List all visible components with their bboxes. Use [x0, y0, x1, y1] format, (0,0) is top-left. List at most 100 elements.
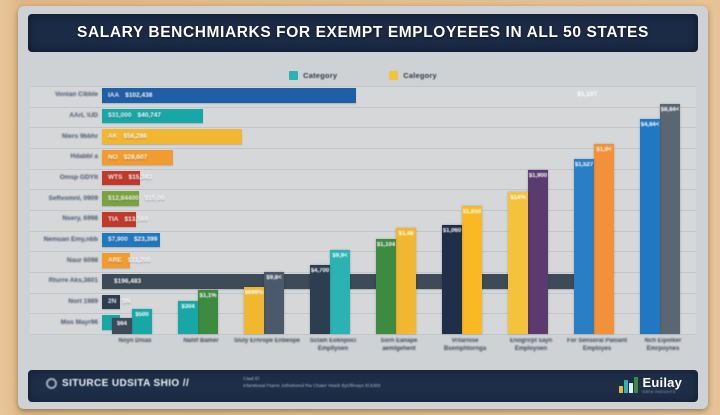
chart-footer: SITURCE UDSITA SHIO // Ctaal El Infarsti… — [28, 370, 698, 402]
grid-line — [30, 189, 696, 191]
bar-value-label: $8,84< — [660, 107, 680, 114]
bar-value-label: $56,286 — [123, 133, 147, 141]
bar-value-label: $28,607 — [123, 153, 148, 161]
bar-leading-label: AK — [108, 133, 118, 141]
bar-leading-label: ARE — [108, 257, 122, 265]
vertical-bar-secondary[interactable]: $1,1% — [198, 290, 218, 334]
bar-value-label: $9,8< — [266, 275, 282, 282]
grid-line — [30, 272, 696, 273]
legend-item-0[interactable]: Category — [289, 70, 337, 80]
bar-value-label: $13,569 — [124, 215, 148, 223]
bar-value-label: $1,900 — [528, 172, 548, 179]
horizontal-bar[interactable]: NO $28,607 — [102, 150, 173, 165]
vertical-bar-primary[interactable]: $699% — [244, 286, 264, 334]
bar-end-label: $1,107 — [577, 91, 598, 99]
x-axis-label: Enogrirpt sayn Employoen — [509, 338, 553, 352]
bar-value-label: $N — [122, 298, 131, 306]
source-detail-line1: Ctaal El — [243, 376, 260, 381]
y-axis-label: Omsp GDYIt — [59, 174, 98, 181]
bar-value-label: $23,399 — [133, 236, 158, 244]
bar-value-label: $14% — [510, 194, 526, 201]
bar-value-label: $196,483 — [114, 277, 142, 285]
vertical-bar-secondary[interactable]: $1,9< — [594, 144, 614, 334]
brand-tagline: DATA INSIGHTS — [642, 390, 676, 394]
bar-leading-label: $31,000 — [108, 112, 132, 120]
bar-value-label: $4,84< — [640, 121, 660, 128]
y-axis-label: Nemuan Emy,nbb — [43, 236, 98, 243]
grid-line — [30, 251, 696, 253]
vertical-bar-secondary[interactable]: $1,900 — [528, 169, 548, 334]
vertical-bar-secondary[interactable]: $9,8< — [264, 272, 284, 334]
y-axis-label: Vonian Cibble — [55, 91, 98, 99]
horizontal-bar[interactable]: TIA $13,569 — [102, 212, 148, 227]
page-title: SALARY BENCHMIARKS FOR EXEMPT EMPLOYEEES… — [77, 24, 649, 41]
y-axis-label: Mos Mayr96 — [60, 318, 98, 326]
vertical-bar-primary[interactable]: $14% — [508, 191, 528, 334]
vertical-bar-primary[interactable]: $1,527 — [574, 159, 594, 334]
x-axis-label: Nahlf Bamer — [183, 338, 219, 344]
vertical-bar-secondary[interactable]: $1,48 — [396, 228, 416, 334]
bars-container: IAA $102,438 $1,107 $31,000 $40,747 AK $56,286… — [102, 86, 696, 334]
y-axis-label: Seftvomnl, 0909 — [48, 194, 99, 202]
bar-leading-label: $7,900 — [108, 236, 128, 244]
grid-line — [30, 210, 696, 211]
horizontal-bar[interactable]: IAA $102,438 — [102, 88, 356, 103]
bar-value-label: $699% — [244, 289, 264, 296]
chart-legend: Category Calegory — [18, 66, 708, 84]
vertical-bar-primary[interactable]: $304 — [178, 301, 198, 334]
bar-value-label: $102,438 — [125, 91, 153, 99]
vertical-bar-secondary[interactable]: $8,84< — [660, 104, 680, 334]
y-axis-labels: Vonian Cibble AArL \UD Niers 9bbhr Hdabbl a… — [30, 86, 102, 334]
grid-line — [30, 168, 696, 170]
bar-value-label: $15,343 — [128, 174, 152, 182]
y-axis-label: Nsery, 6998 — [62, 215, 98, 223]
legend-item-1[interactable]: Calegory — [389, 70, 437, 80]
horizontal-bar[interactable]: 2N $N — [102, 294, 131, 310]
bar-leading-label: 2N — [108, 298, 117, 306]
y-axis-label: Hdabbl a — [70, 153, 98, 161]
bar-value-label: $64 — [116, 320, 128, 327]
bar-value-label: $1,48 — [398, 231, 414, 238]
horizontal-bar[interactable]: AK $56,286 — [102, 129, 242, 144]
vertical-bar-primary[interactable]: $64 — [112, 317, 132, 334]
horizontal-bar[interactable]: $31,000 $40,747 — [102, 108, 203, 124]
horizontal-bar[interactable]: ARE $11,200 — [102, 253, 151, 268]
legend-swatch-icon — [289, 70, 299, 80]
bar-leading-label: TIA — [108, 215, 119, 223]
horizontal-bar[interactable]: $7,900 $23,399 — [102, 232, 160, 248]
vertical-bar-secondary[interactable]: $500 — [132, 308, 152, 334]
bar-chart-icon — [619, 377, 638, 393]
bar-value-label: $1,527 — [574, 162, 594, 169]
bar-value-label: $1,104 — [376, 242, 396, 249]
source-label: SITURCE UDSITA SHIO // — [62, 378, 190, 389]
grid-line — [30, 334, 696, 335]
infographic-card: SALARY BENCHMIARKS FOR EXEMPT EMPLOYEEES… — [18, 6, 708, 409]
vertical-bar-primary[interactable]: $4,84< — [640, 118, 660, 334]
bar-value-label: $4,700 — [310, 267, 330, 274]
x-axis-label: Nch Eipolker Emrpoynes — [644, 338, 682, 352]
bar-leading-label: WTS — [108, 174, 123, 182]
vertical-bar-secondary[interactable]: $1,650 — [462, 206, 482, 334]
grid-line — [30, 127, 696, 129]
y-axis-label: Niers 9bbhr — [61, 132, 98, 140]
vertical-bar-secondary[interactable]: $9,9< — [330, 250, 350, 334]
horizontal-bar[interactable]: $12,84400 $15,00 — [102, 191, 165, 206]
vertical-bar-primary[interactable]: $4,700 — [310, 264, 330, 334]
bar-value-label: $1,650 — [462, 209, 482, 216]
source-block: SITURCE UDSITA SHIO // — [46, 378, 189, 389]
grid-line — [30, 148, 696, 149]
source-detail-line2: Infarstioeal Ftame Jothettored Rw Chatei… — [243, 382, 381, 388]
bar-value-label: $304 — [181, 304, 195, 311]
chart-header: SALARY BENCHMIARKS FOR EXEMPT EMPLOYEEES… — [28, 14, 698, 52]
grid-line — [30, 230, 696, 232]
x-axis-label: Sclam Eoknpoci Empllyoen — [309, 338, 357, 352]
x-axis-label: Vrilarnise Bsemphtornga — [443, 338, 487, 352]
horizontal-bar[interactable]: WTS $15,343 — [102, 170, 152, 186]
vertical-bar-primary[interactable]: $1,104 — [376, 239, 396, 334]
y-axis-label: Naur 6098 — [66, 256, 98, 264]
bar-value-label: $11,200 — [127, 257, 151, 265]
x-axis-label: Sluly Ernrope Enbeope — [233, 338, 300, 344]
bar-leading-label: IAA — [108, 91, 120, 99]
vertical-bar-primary[interactable]: $1,060 — [442, 224, 462, 334]
